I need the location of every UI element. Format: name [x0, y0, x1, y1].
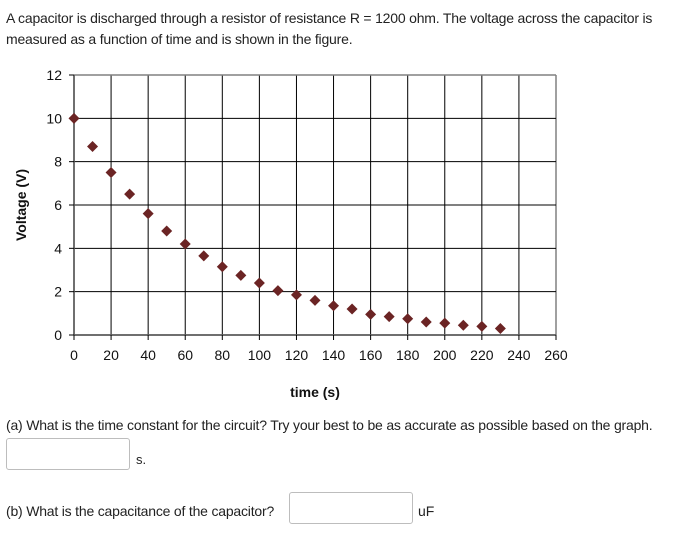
data-points — [68, 112, 506, 334]
voltage-time-chart: 0 2 4 6 8 10 12 0 20 40 60 80 100 120 140 160 180 200 220… — [0, 60, 620, 410]
data-point — [272, 285, 284, 297]
data-point — [68, 112, 80, 124]
y-axis-label: Voltage (V) — [13, 169, 29, 241]
data-point — [309, 294, 321, 306]
svg-text:140: 140 — [322, 347, 346, 363]
data-point — [216, 261, 228, 273]
problem-statement: A capacitor is discharged through a resi… — [6, 10, 653, 47]
data-point — [253, 277, 265, 289]
question-a-label: (a) What is the time constant for the ci… — [6, 417, 653, 433]
svg-text:160: 160 — [359, 347, 383, 363]
svg-text:220: 220 — [470, 347, 494, 363]
svg-text:0: 0 — [54, 327, 62, 343]
data-point — [198, 250, 210, 262]
svg-text:20: 20 — [103, 347, 119, 363]
data-point — [87, 141, 99, 152]
svg-text:60: 60 — [177, 347, 193, 363]
svg-text:8: 8 — [54, 154, 62, 170]
time-constant-input[interactable] — [6, 438, 130, 470]
data-point — [290, 289, 302, 301]
data-point — [420, 316, 432, 328]
svg-text:100: 100 — [248, 347, 272, 363]
data-point — [328, 300, 340, 312]
chart-canvas: 0 2 4 6 8 10 12 0 20 40 60 80 100 120 140 160 180 200 220… — [13, 67, 568, 400]
data-point — [439, 317, 451, 329]
svg-text:80: 80 — [215, 347, 231, 363]
svg-text:6: 6 — [54, 197, 62, 213]
x-axis-label: time (s) — [290, 384, 340, 400]
y-axis-ticks: 0 2 4 6 8 10 12 — [46, 67, 74, 343]
svg-text:120: 120 — [285, 347, 309, 363]
data-point — [124, 188, 136, 200]
question-b-label: (b) What is the capacitance of the capac… — [6, 503, 275, 519]
svg-text:2: 2 — [54, 284, 62, 300]
data-point — [365, 308, 377, 320]
data-point — [402, 313, 414, 325]
svg-text:40: 40 — [140, 347, 156, 363]
data-point — [142, 208, 154, 220]
data-point — [346, 303, 358, 315]
capacitance-input[interactable] — [289, 492, 413, 524]
data-point — [457, 319, 469, 331]
data-point — [161, 225, 173, 237]
capacitance-unit: uF — [418, 503, 435, 519]
x-axis-ticks: 0 20 40 60 80 100 120 140 160 180 200 220 240 260 — [70, 335, 568, 363]
svg-text:10: 10 — [46, 110, 62, 126]
svg-text:180: 180 — [396, 347, 420, 363]
svg-text:4: 4 — [54, 240, 62, 256]
data-point — [494, 323, 506, 334]
svg-text:12: 12 — [46, 67, 62, 83]
data-point — [105, 167, 117, 178]
svg-text:260: 260 — [544, 347, 568, 363]
time-constant-unit: s. — [136, 452, 147, 467]
data-point — [383, 311, 395, 323]
data-point — [235, 269, 247, 281]
svg-text:0: 0 — [70, 347, 78, 363]
svg-text:240: 240 — [507, 347, 531, 363]
data-point — [179, 238, 191, 250]
svg-text:200: 200 — [433, 347, 457, 363]
data-point — [476, 320, 488, 332]
